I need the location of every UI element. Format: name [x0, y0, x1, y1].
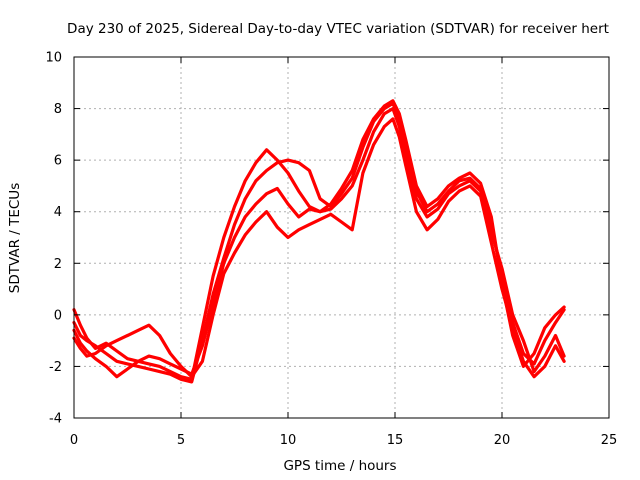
y-tick-label: 6 — [54, 154, 62, 169]
y-tick-label: -2 — [49, 360, 62, 375]
y-tick-label: 8 — [54, 102, 62, 117]
x-tick-label: 15 — [387, 433, 404, 448]
x-tick-label: 25 — [601, 433, 618, 448]
y-tick-label: 4 — [54, 205, 62, 220]
y-tick-label: 2 — [54, 257, 62, 272]
data-series — [72, 99, 566, 384]
y-tick-label: -4 — [49, 412, 62, 427]
series-track-4 — [72, 117, 566, 379]
axis-ticks: 0 5 10 15 20 25 -4 -2 0 2 4 6 8 10 — [45, 51, 617, 449]
series-track-3 — [72, 106, 566, 379]
chart-title: Day 230 of 2025, Sidereal Day-to-day VTE… — [67, 21, 609, 37]
y-tick-label: 0 — [54, 308, 62, 323]
x-axis-label: GPS time / hours — [283, 458, 396, 474]
y-axis-label: SDTVAR / TECUs — [7, 183, 23, 293]
plot-frame — [73, 56, 610, 419]
x-tick-label: 20 — [494, 433, 511, 448]
x-tick-label: 0 — [70, 433, 78, 448]
x-tick-label: 5 — [177, 433, 185, 448]
y-tick-label: 10 — [45, 51, 62, 66]
x-tick-label: 10 — [280, 433, 297, 448]
